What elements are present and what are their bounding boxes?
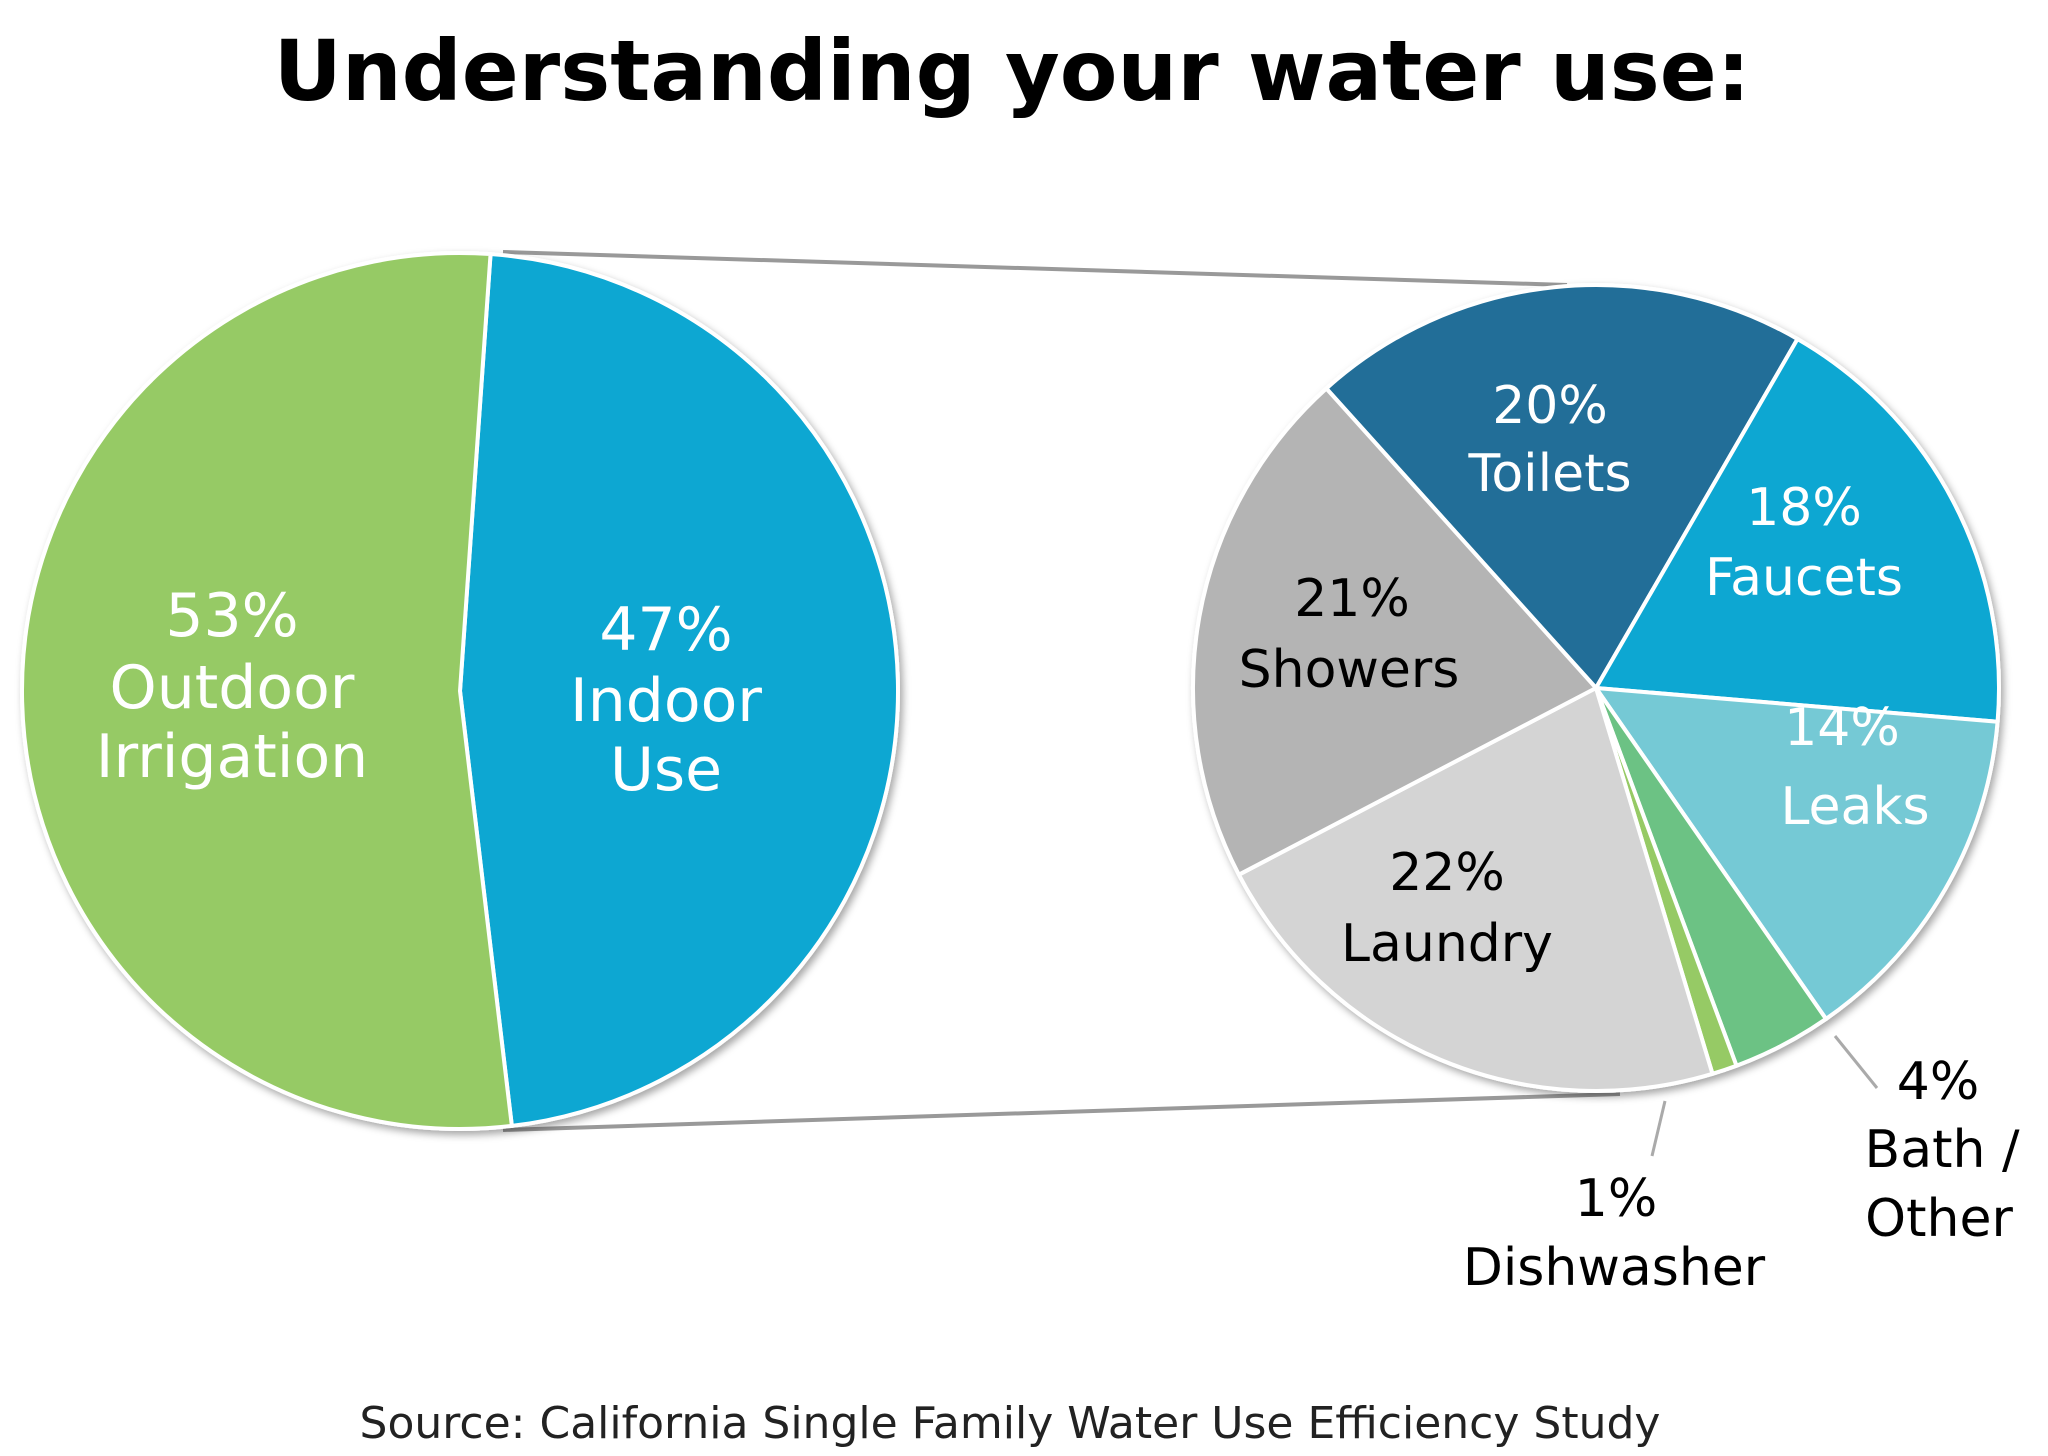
pie-slice-faucets	[1594, 336, 2002, 724]
pie-slice-indoor-use	[458, 252, 901, 1128]
connector-line-top	[502, 250, 1568, 287]
data-label-indoor-pct: 47%	[599, 595, 732, 665]
chart-title: Understanding your water use:	[274, 22, 1751, 120]
data-label-toilets: Toilets	[1467, 444, 1631, 504]
data-label-faucets: Faucets	[1705, 548, 1903, 608]
data-label-indoor-line2: Use	[610, 735, 722, 805]
data-label-bath-pct: 4%	[1897, 1052, 1980, 1112]
connector-line-bottom	[502, 1092, 1621, 1132]
data-label-outdoor-line2: Irrigation	[96, 722, 368, 792]
pie-total-use	[20, 251, 901, 1132]
data-label-outdoor-pct: 53%	[165, 581, 298, 651]
data-label-laundry: Laundry	[1341, 914, 1553, 974]
pie-slice-outdoor-irrigation	[20, 251, 514, 1132]
data-label-showers: Showers	[1239, 640, 1460, 700]
data-label-toilets-pct: 20%	[1492, 376, 1608, 436]
pie-slice-toilets	[1324, 283, 1800, 690]
data-label-showers-pct: 21%	[1294, 569, 1410, 629]
data-label-leaks: Leaks	[1780, 777, 1929, 837]
data-label-bath-line1: Bath /	[1865, 1120, 2020, 1180]
data-label-faucets-pct: 18%	[1746, 478, 1862, 538]
leader-line-dishwasher	[1650, 1100, 1667, 1157]
data-label-leaks-pct: 14%	[1784, 698, 1900, 758]
data-label-outdoor-line1: Outdoor	[110, 653, 355, 723]
pie-indoor-breakdown	[1191, 283, 2002, 1093]
data-label-dishwasher: Dishwasher	[1463, 1238, 1766, 1298]
leader-line-bath-other	[1833, 1035, 1879, 1089]
source-note: Source: California Single Family Water U…	[360, 1398, 1661, 1449]
data-label-indoor-line1: Indoor	[570, 666, 762, 736]
pie-slice-laundry	[1236, 686, 1715, 1093]
data-label-bath-line2: Other	[1865, 1189, 2013, 1249]
pie-slice-showers	[1191, 386, 1598, 877]
data-label-laundry-pct: 22%	[1389, 843, 1505, 903]
data-label-dishwasher-pct: 1%	[1575, 1169, 1658, 1229]
pie-slice-leaks	[1594, 686, 2000, 1021]
